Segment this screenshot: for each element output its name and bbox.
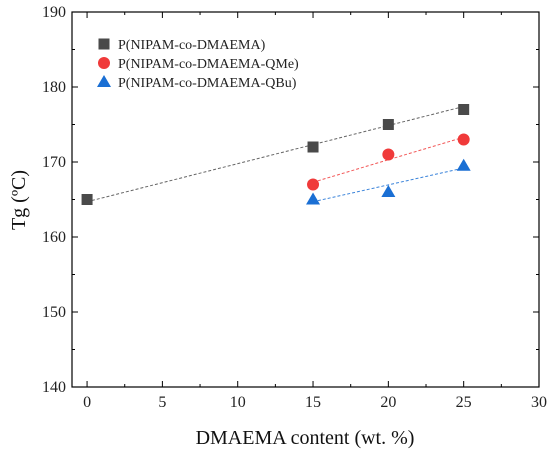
legend-label: P(NIPAM-co-DMAEMA-QBu) [118, 76, 297, 91]
data-point-p-nipam-co-dmaema [458, 104, 470, 115]
legend-marker-p-nipam-co-dmaema [98, 38, 110, 50]
legend-label: P(NIPAM-co-DMAEMA-QMe) [118, 57, 299, 72]
y-tick-label: 170 [42, 154, 66, 171]
data-points [81, 104, 471, 205]
x-tick-label: 20 [380, 394, 396, 411]
data-point-p-nipam-co-dmaema-qbu [381, 185, 396, 197]
x-tick-label: 0 [83, 394, 91, 411]
legend-marker-p-nipam-co-dmaema-qbu [97, 75, 111, 87]
y-tick-label: 140 [42, 379, 66, 396]
data-point-p-nipam-co-dmaema-qbu [456, 158, 471, 171]
y-axis-title: Tg (ºC) [8, 170, 30, 230]
fit-lines [86, 106, 464, 203]
x-tick-label: 10 [230, 394, 246, 411]
data-point-p-nipam-co-dmaema [81, 194, 93, 205]
data-point-p-nipam-co-dmaema [307, 141, 319, 153]
y-tick-label: 150 [42, 304, 66, 321]
y-tick-label: 180 [42, 79, 66, 96]
legend-label: P(NIPAM-co-DMAEMA) [118, 38, 266, 53]
x-tick-label: 25 [456, 394, 472, 411]
legend: P(NIPAM-co-DMAEMA) P(NIPAM-co-DMAEMA-QMe)… [97, 38, 299, 91]
fit-line-p-nipam-co-dmaema-qbu [312, 167, 464, 203]
data-point-p-nipam-co-dmaema-qme [457, 133, 470, 146]
y-tick-label: 190 [42, 4, 66, 21]
x-tick-label: 30 [531, 394, 547, 411]
legend-marker-p-nipam-co-dmaema-qme [98, 57, 110, 69]
x-axis-title: DMAEMA content (wt. %) [196, 427, 415, 449]
data-point-p-nipam-co-dmaema [382, 119, 394, 130]
data-point-p-nipam-co-dmaema-qme [382, 148, 395, 161]
fit-line-p-nipam-co-dmaema-qme [312, 136, 464, 183]
x-tick-label: 5 [158, 394, 166, 411]
data-point-p-nipam-co-dmaema-qbu [306, 192, 321, 205]
data-point-p-nipam-co-dmaema-qme [307, 178, 320, 191]
plot-area [71, 11, 540, 388]
x-tick-label: 15 [305, 394, 321, 411]
y-tick-label: 160 [42, 229, 66, 246]
axis-ticks: 0 5 10 15 20 25 30 140 150 160 170 180 190 [42, 4, 547, 411]
